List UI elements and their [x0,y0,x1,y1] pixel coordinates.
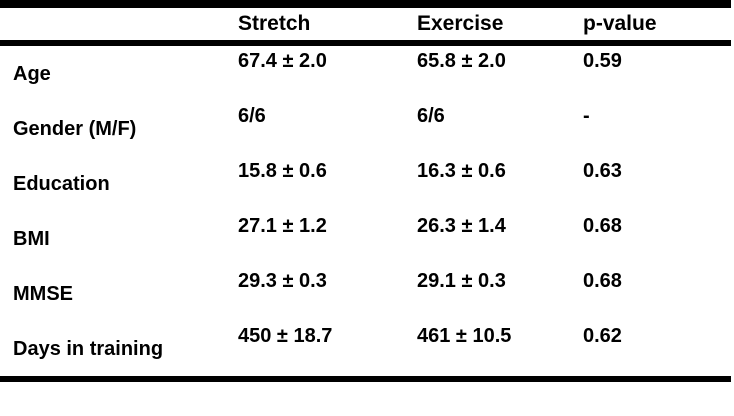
table-row: Days in training 450 ± 18.7 461 ± 10.5 0… [0,321,731,376]
p-value: 0.68 [583,215,622,237]
p-value: 0.59 [583,50,622,72]
table-header-rule [0,40,731,46]
row-label: Education [13,173,110,195]
table-row: BMI 27.1 ± 1.2 26.3 ± 1.4 0.68 [0,211,731,266]
stretch-value: 6/6 [238,105,266,127]
table-top-rule [0,0,731,8]
table-header-row: Stretch Exercise p-value [0,8,731,40]
p-value: 0.68 [583,270,622,292]
row-label: Age [13,63,51,85]
exercise-value: 16.3 ± 0.6 [417,160,506,182]
table-row: MMSE 29.3 ± 0.3 29.1 ± 0.3 0.68 [0,266,731,321]
stretch-value: 450 ± 18.7 [238,325,333,347]
demographics-table: Stretch Exercise p-value Age 67.4 ± 2.0 … [0,0,731,382]
exercise-value: 29.1 ± 0.3 [417,270,506,292]
header-cell-stretch: Stretch [238,12,311,35]
stretch-value: 15.8 ± 0.6 [238,160,327,182]
exercise-value: 461 ± 10.5 [417,325,512,347]
p-value: 0.62 [583,325,622,347]
stretch-value: 67.4 ± 2.0 [238,50,327,72]
row-label: Gender (M/F) [13,118,137,140]
header-cell-exercise: Exercise [417,12,504,35]
table-row: Age 67.4 ± 2.0 65.8 ± 2.0 0.59 [0,46,731,101]
row-label: BMI [13,228,50,250]
exercise-value: 65.8 ± 2.0 [417,50,506,72]
exercise-value: 6/6 [417,105,445,127]
p-value: 0.63 [583,160,622,182]
exercise-value: 26.3 ± 1.4 [417,215,506,237]
p-value: - [583,105,590,127]
stretch-value: 27.1 ± 1.2 [238,215,327,237]
table-bottom-rule [0,376,731,382]
table-row: Education 15.8 ± 0.6 16.3 ± 0.6 0.63 [0,156,731,211]
table-body: Age 67.4 ± 2.0 65.8 ± 2.0 0.59 Gender (M… [0,46,731,376]
header-cell-p-value: p-value [583,12,657,35]
table-row: Gender (M/F) 6/6 6/6 - [0,101,731,156]
row-label: Days in training [13,338,164,360]
stretch-value: 29.3 ± 0.3 [238,270,327,292]
row-label: MMSE [13,283,73,305]
